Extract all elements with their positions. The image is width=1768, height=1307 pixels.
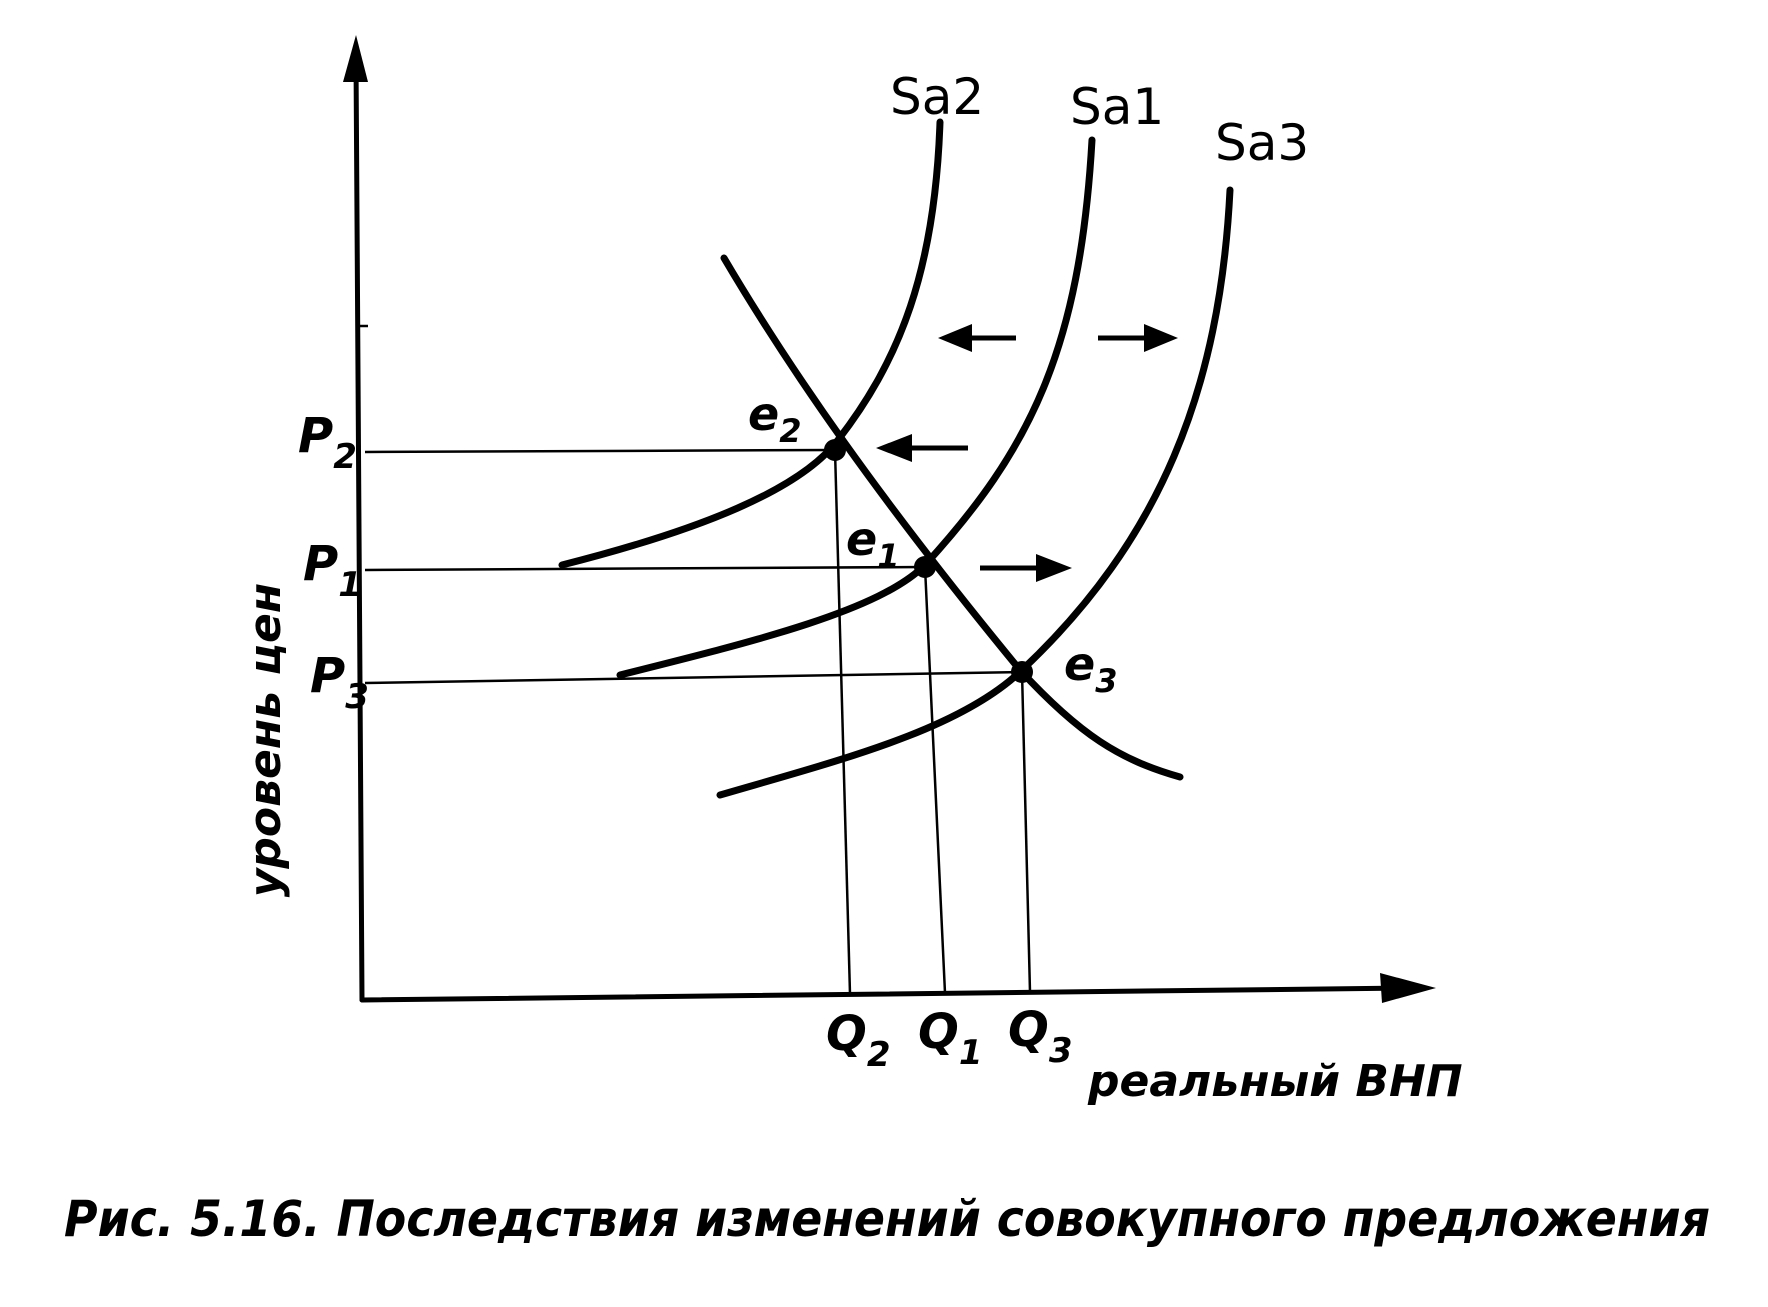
equilibrium-point-e3 bbox=[1011, 661, 1033, 683]
label-q2: Q2 bbox=[826, 1006, 890, 1075]
figure-caption: Рис. 5.16. Последствия изменений совокуп… bbox=[64, 1190, 1710, 1248]
shift-arrow-left-middle bbox=[876, 434, 968, 462]
guide-q3 bbox=[1020, 671, 1032, 993]
label-e2: e2 bbox=[748, 387, 801, 450]
guide-p1 bbox=[364, 565, 926, 572]
y-axis bbox=[353, 57, 365, 1003]
y-axis-arrowhead bbox=[343, 35, 368, 82]
guide-p3 bbox=[364, 670, 1023, 685]
x-axis-label: реальный ВНП bbox=[1087, 1056, 1463, 1107]
label-sa2: Sa2 bbox=[890, 68, 984, 126]
label-p2: P2 bbox=[298, 408, 357, 477]
label-e1: e1 bbox=[846, 512, 899, 575]
label-q1: Q1 bbox=[918, 1004, 982, 1073]
equilibrium-point-e2 bbox=[824, 439, 846, 461]
guide-q2 bbox=[833, 449, 852, 995]
equilibrium-point-e1 bbox=[914, 556, 936, 578]
guide-q1 bbox=[923, 566, 947, 994]
guide-p2 bbox=[364, 448, 836, 454]
x-axis-arrowhead bbox=[1380, 973, 1436, 1003]
label-sa3: Sa3 bbox=[1215, 114, 1309, 172]
label-p1: P1 bbox=[303, 536, 362, 605]
label-q3: Q3 bbox=[1008, 1002, 1072, 1071]
guide-lines bbox=[364, 448, 1032, 995]
label-e3: e3 bbox=[1064, 637, 1117, 700]
shift-arrow-left-top bbox=[938, 324, 1016, 352]
demand-curve bbox=[720, 254, 1184, 781]
supply-curve-sa1 bbox=[616, 136, 1096, 679]
shift-arrow-right-top bbox=[1098, 324, 1178, 352]
label-sa1: Sa1 bbox=[1070, 78, 1164, 136]
axes bbox=[343, 35, 1436, 1003]
label-p3: P3 bbox=[310, 648, 369, 717]
y-axis-label: уровень цен bbox=[240, 583, 291, 898]
supply-curve-sa3 bbox=[716, 186, 1234, 799]
shift-arrow-right-lower bbox=[980, 554, 1072, 582]
x-axis bbox=[359, 985, 1413, 1003]
